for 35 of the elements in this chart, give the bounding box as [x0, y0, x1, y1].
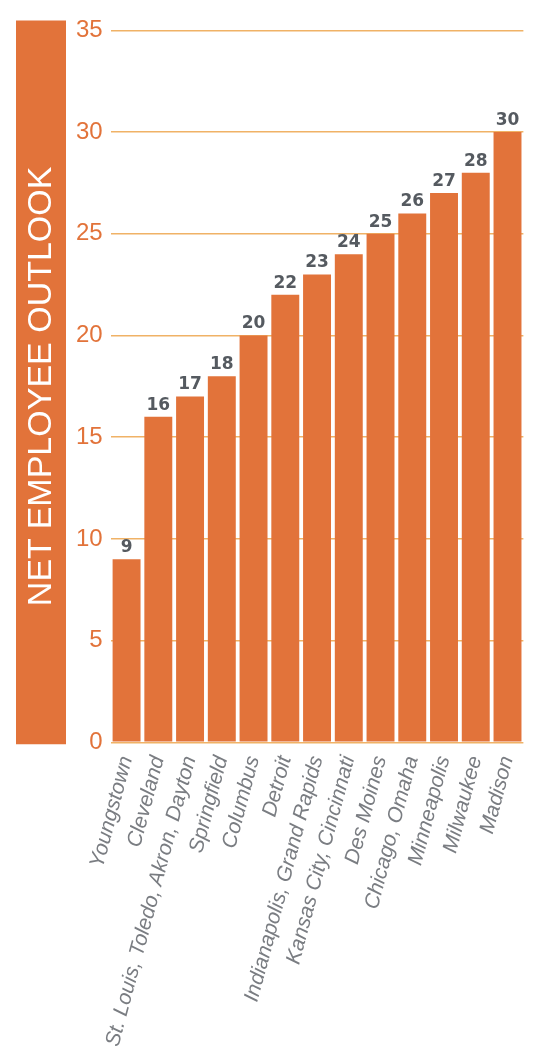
y-axis-title: NET EMPLOYEE OUTLOOK — [20, 166, 59, 607]
data-label: 16 — [146, 393, 171, 414]
y-tick-label: 20 — [75, 320, 103, 348]
y-tick-label: 35 — [75, 15, 103, 43]
data-label: 17 — [178, 373, 202, 394]
bar — [112, 559, 141, 742]
y-tick-label: 0 — [89, 726, 103, 754]
bar — [398, 213, 427, 742]
bar — [144, 416, 173, 742]
y-tick-label: 10 — [75, 523, 103, 551]
bar — [303, 274, 331, 742]
bar — [493, 132, 522, 742]
data-label: 30 — [495, 109, 520, 130]
data-label: 24 — [336, 231, 361, 252]
y-tick-label: 15 — [75, 421, 103, 449]
data-label: 23 — [305, 251, 329, 272]
bar — [176, 396, 205, 742]
data-label: 28 — [463, 149, 488, 170]
data-label: 20 — [241, 312, 266, 333]
y-tick-label: 25 — [75, 218, 103, 246]
bar — [366, 233, 395, 742]
y-tick-label: 5 — [89, 625, 103, 653]
bar — [334, 254, 363, 742]
data-label: 22 — [273, 271, 298, 292]
bar — [430, 193, 458, 742]
data-label: 9 — [120, 536, 133, 557]
bar — [207, 376, 236, 742]
y-tick-label: 30 — [75, 116, 103, 144]
data-label: 27 — [432, 170, 456, 191]
data-label: 18 — [209, 353, 234, 374]
bar — [271, 294, 300, 742]
bar — [239, 335, 268, 742]
data-label: 26 — [400, 190, 425, 211]
data-label: 25 — [368, 210, 393, 231]
bar — [461, 172, 490, 742]
